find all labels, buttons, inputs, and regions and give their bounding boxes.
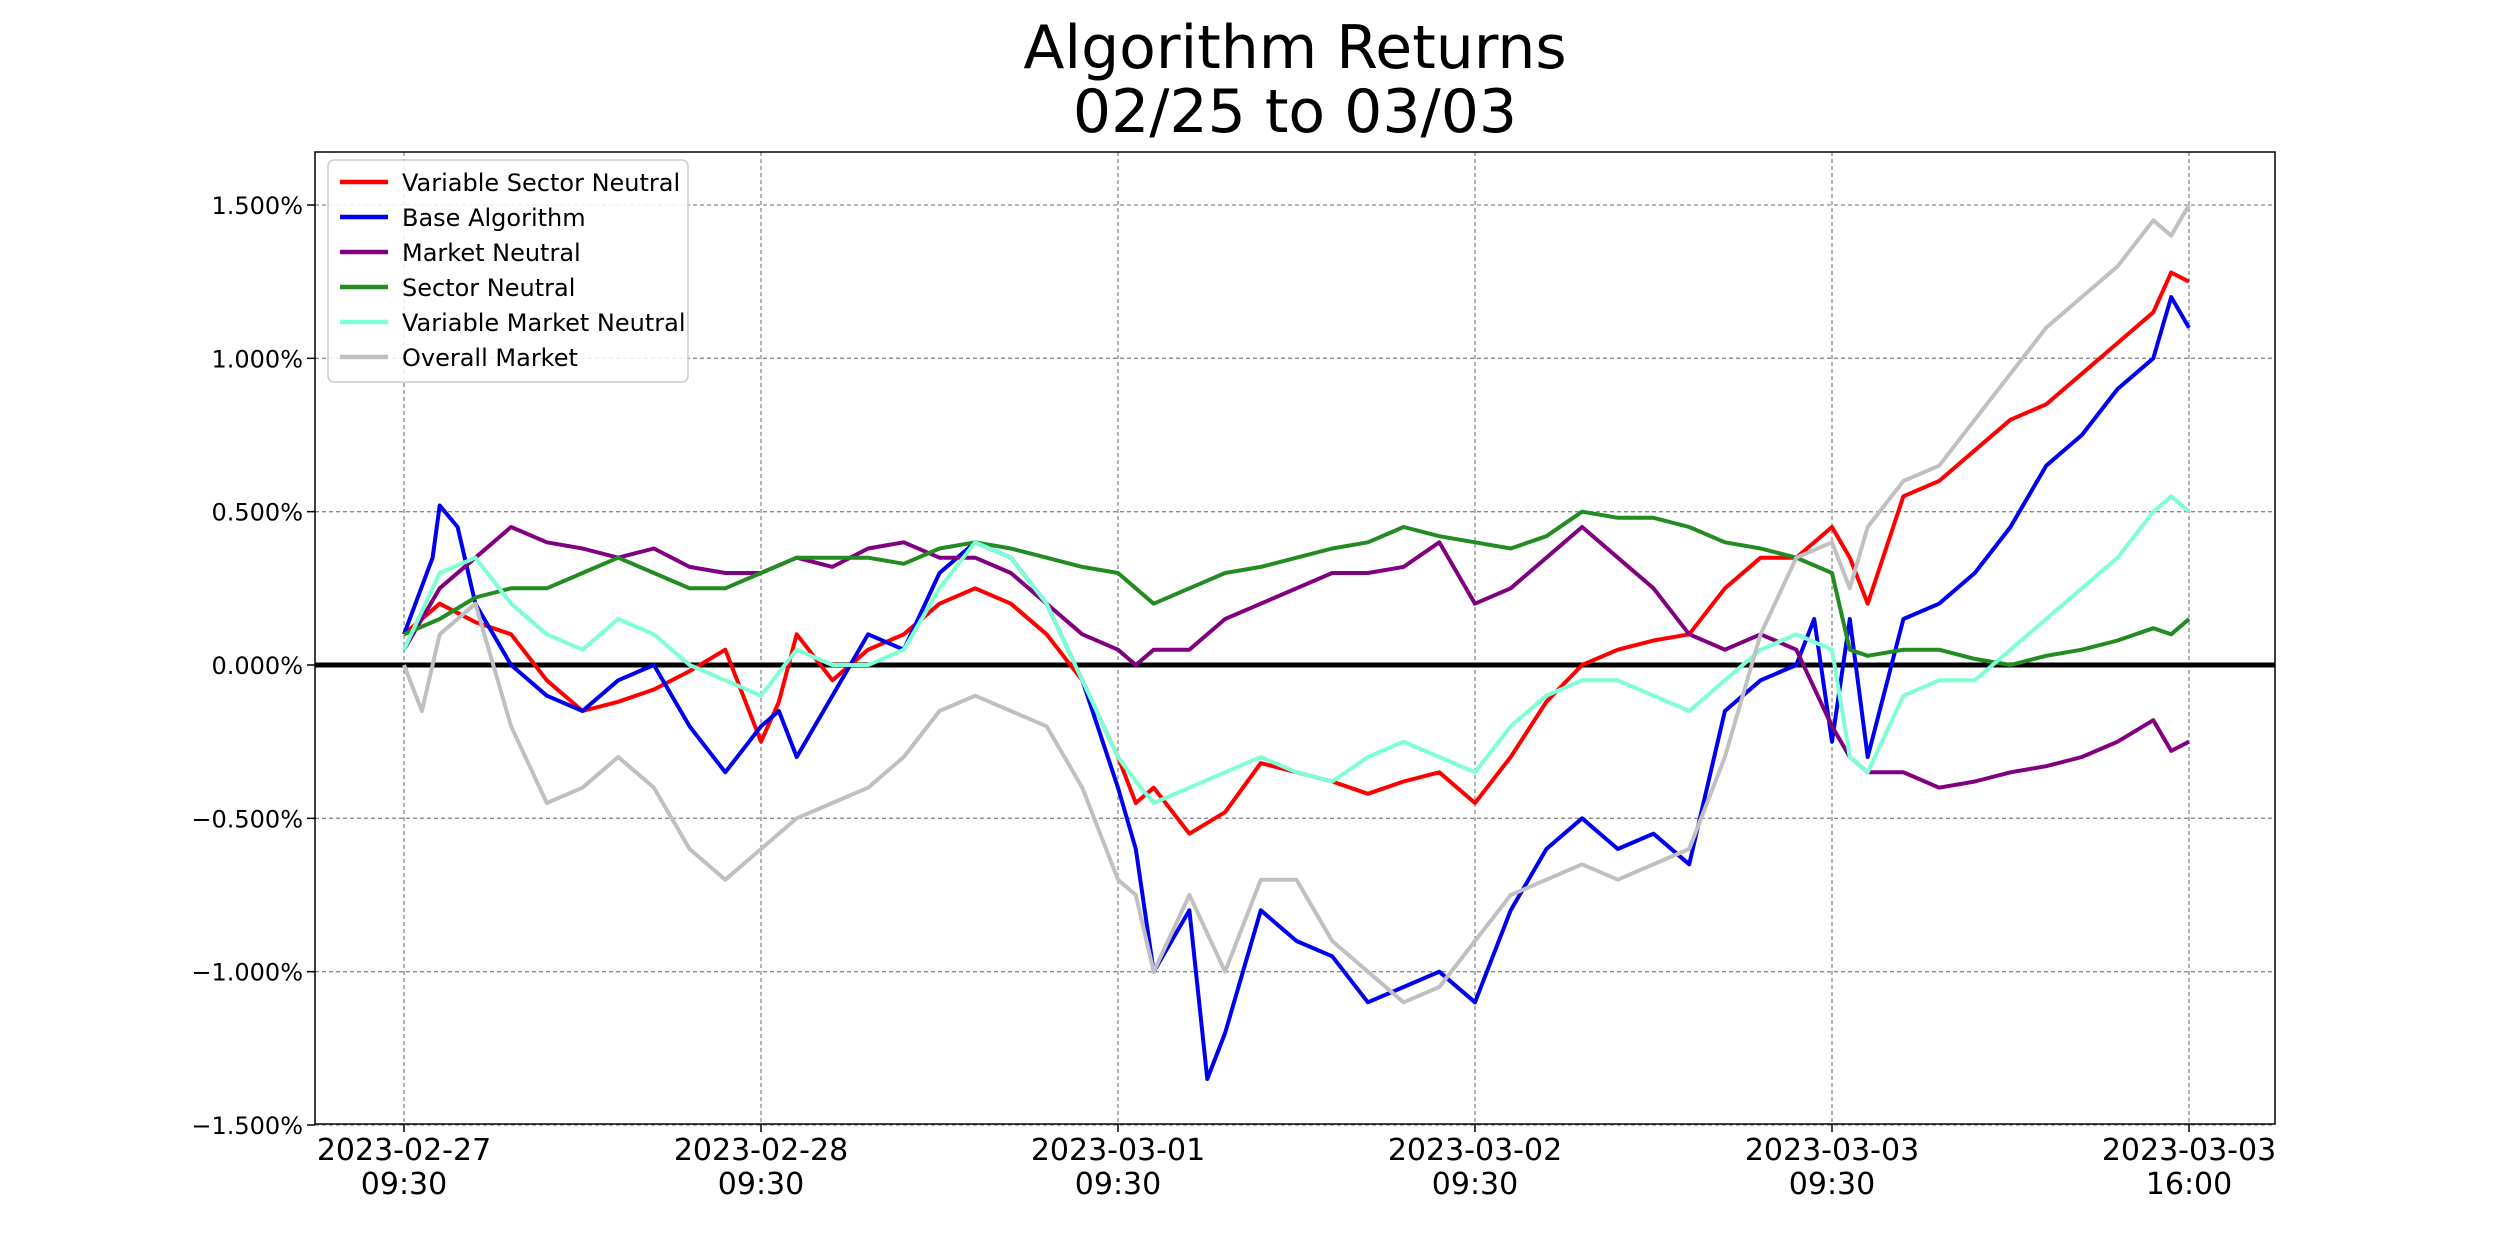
chart-title-line2: 02/25 to 03/03 (1073, 77, 1517, 147)
legend-label: Base Algorithm (402, 204, 586, 232)
series-line-1 (402, 295, 2191, 1081)
x-tick-label-date: 2023-03-01 (1031, 1133, 1205, 1168)
series-line-5 (402, 203, 2191, 1005)
legend-box (327, 159, 689, 383)
x-tick-label-time: 09:30 (361, 1167, 447, 1202)
y-tick-label: 1.500% (211, 192, 303, 220)
x-tick-label-date: 2023-03-03 (1745, 1133, 1919, 1168)
chart-title-line1: Algorithm Returns (1023, 13, 1566, 83)
x-tick-label-date: 2023-02-27 (317, 1133, 491, 1168)
y-tick-label: 0.000% (211, 652, 303, 680)
x-tick-label-date: 2023-03-03 (2102, 1133, 2276, 1168)
y-axis: 1.500% 1.000% 0.500% 0.000% −0.500% −1.000% −1… (191, 192, 315, 1140)
y-tick-label: 0.500% (211, 499, 303, 527)
series-line-2 (402, 525, 2190, 790)
legend-items: Variable Sector Neutral Base Algorithm Mar… (340, 169, 686, 372)
y-tick-label: −1.500% (191, 1112, 303, 1140)
legend-label: Market Neutral (402, 239, 581, 267)
x-tick-label-time: 09:30 (1789, 1167, 1875, 1202)
x-axis: 2023-02-2709:302023-02-2809:302023-03-01… (317, 1124, 2276, 1202)
series-line-3 (403, 509, 2191, 667)
x-tick-label-time: 16:00 (2146, 1167, 2232, 1202)
legend: Variable Sector Neutral Base Algorithm Mar… (327, 159, 689, 383)
series-layer (402, 203, 2191, 1081)
y-tick-label: −0.500% (191, 805, 303, 833)
x-tick-label-time: 09:30 (1075, 1167, 1161, 1202)
legend-label: Variable Market Neutral (402, 309, 686, 337)
x-tick-label-date: 2023-03-02 (1388, 1133, 1562, 1168)
y-tick-label: −1.000% (191, 959, 303, 987)
x-tick-label-date: 2023-02-28 (674, 1133, 848, 1168)
plot-frame (314, 151, 2276, 1125)
legend-label: Variable Sector Neutral (402, 169, 680, 197)
x-tick-label-time: 09:30 (718, 1167, 804, 1202)
y-tick-label: 1.000% (211, 345, 303, 373)
legend-label: Sector Neutral (402, 274, 575, 302)
series-line-4 (402, 494, 2191, 805)
x-tick-label-time: 09:30 (1432, 1167, 1518, 1202)
legend-label: Overall Market (402, 344, 578, 372)
